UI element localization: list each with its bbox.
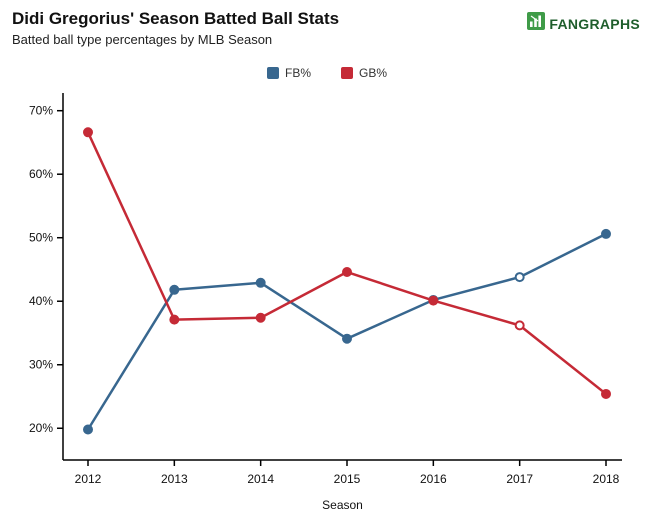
- x-tick-label: 2016: [420, 472, 447, 486]
- legend-swatch: [341, 67, 353, 80]
- data-point-gb-2014[interactable]: [255, 313, 266, 324]
- data-point-fb-2018[interactable]: [601, 229, 611, 240]
- fangraphs-logo-icon: [527, 12, 546, 35]
- legend-swatch: [266, 67, 279, 80]
- x-axis-title: Season: [322, 498, 363, 512]
- fangraphs-logo-text: FANGRAPHS: [549, 15, 640, 32]
- chart-titles: Didi Gregorius' Season Batted Ball Stats…: [12, 9, 339, 47]
- y-tick-label: 30%: [29, 358, 53, 372]
- chart-legend: FB% GB%: [0, 63, 654, 83]
- series-line-gb: [86, 131, 608, 396]
- chart-header: Didi Gregorius' Season Batted Ball Stats…: [0, 0, 654, 47]
- y-tick-label: 70%: [29, 104, 53, 118]
- x-tick-label: 2014: [247, 472, 274, 486]
- x-tick-label: 2017: [506, 472, 533, 486]
- data-point-gb-2012[interactable]: [83, 127, 93, 138]
- x-tick-label: 2015: [334, 472, 361, 486]
- x-tick-label: 2018: [593, 472, 620, 486]
- chart-title: Didi Gregorius' Season Batted Ball Stats: [12, 9, 340, 28]
- y-tick-label: 40%: [29, 295, 53, 309]
- data-point-gb-2017[interactable]: [514, 320, 525, 331]
- fangraphs-logo: FANGRAPHS: [527, 12, 640, 35]
- x-tick-label: 2013: [161, 472, 188, 486]
- line-chart: 20% 30% 40% 50% 60% 70% 2012 2013 2014 2015 2016 20…: [29, 93, 622, 512]
- y-tick-label: 20%: [29, 422, 53, 436]
- data-point-gb-2016[interactable]: [428, 295, 439, 306]
- data-point-fb-2017[interactable]: [514, 272, 525, 283]
- data-point-fb-2014[interactable]: [255, 278, 266, 289]
- y-tick-label: 50%: [29, 231, 53, 245]
- legend-label: FB%: [284, 66, 311, 81]
- data-point-gb-2013[interactable]: [169, 315, 180, 326]
- data-point-gb-2015[interactable]: [342, 267, 352, 278]
- data-point-gb-2018[interactable]: [601, 389, 611, 400]
- legend-item-fb[interactable]: FB%: [266, 66, 311, 81]
- data-point-fb-2013[interactable]: [169, 285, 180, 296]
- legend-item-gb[interactable]: GB%: [341, 66, 387, 80]
- x-tick-label: 2012: [75, 472, 102, 486]
- data-point-fb-2015[interactable]: [342, 334, 352, 345]
- chart-subtitle: Batted ball type percentages by MLB Seas…: [12, 32, 273, 48]
- y-tick-label: 60%: [29, 168, 53, 182]
- legend-label: GB%: [359, 66, 388, 81]
- data-point-fb-2012[interactable]: [83, 424, 93, 435]
